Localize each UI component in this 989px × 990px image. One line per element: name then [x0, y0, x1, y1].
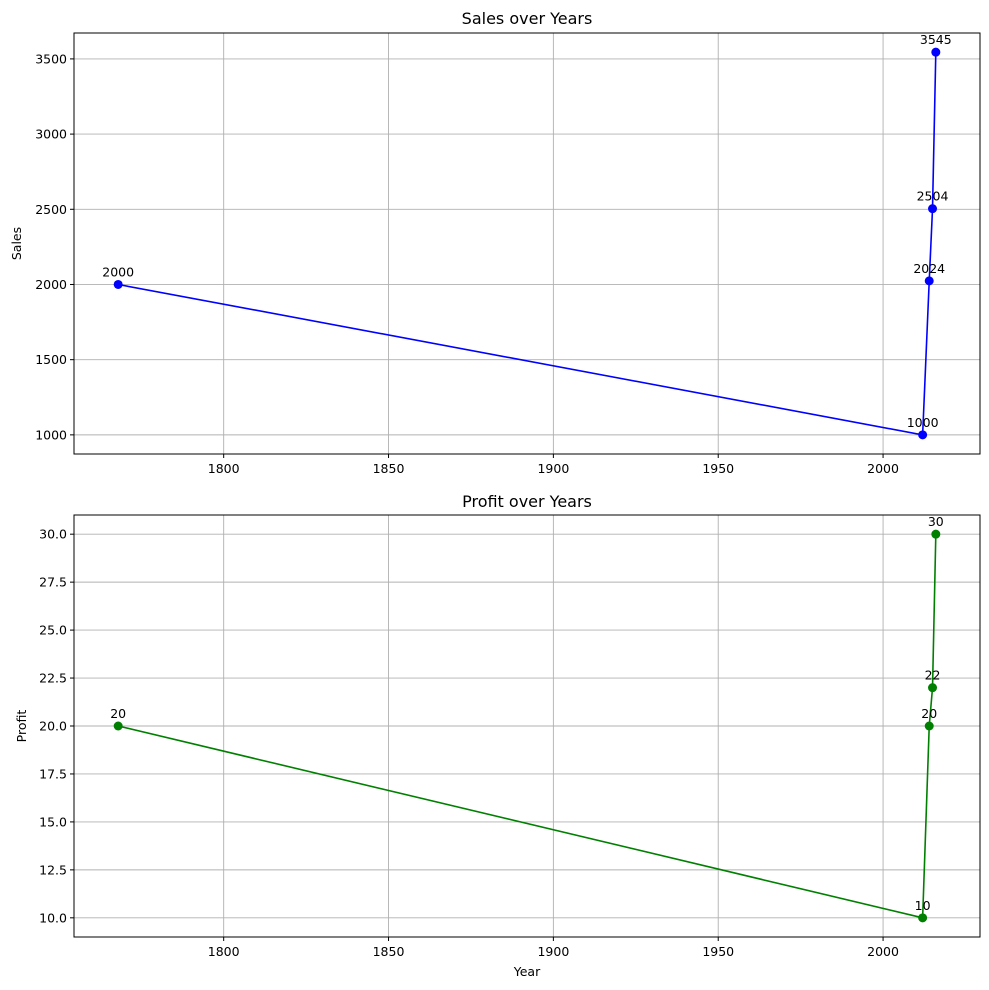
chart-1-x-tick-label: 2000: [867, 461, 899, 476]
chart-1-data-point: [931, 47, 941, 57]
chart-2-data-point: [924, 721, 934, 731]
chart-1-data-point: [918, 430, 928, 440]
chart-2-y-tick-label: 22.5: [39, 671, 67, 686]
chart-2-y-tick-label: 27.5: [39, 575, 67, 590]
chart-1-series-line: [118, 52, 937, 436]
chart-2-data-label: 20: [110, 706, 126, 721]
chart-1-title: Sales over Years: [462, 9, 593, 28]
chart-2-data-label: 10: [915, 898, 931, 913]
chart-2-data-point: [918, 913, 928, 923]
chart-1-y-tick-label: 1000: [35, 427, 67, 442]
chart-1-x-tick-label: 1900: [537, 461, 569, 476]
chart-2-y-tick-label: 25.0: [39, 623, 67, 638]
chart-1-y-axis-label: Sales: [9, 227, 24, 260]
chart-2-plot: 1800 1850 1900 1950 2000 10.0 12.5 15.0 17.5 20.0…: [14, 492, 981, 979]
chart-2-data-point: [931, 529, 941, 539]
chart-1-x-tick-label: 1850: [373, 461, 405, 476]
chart-1-x-tick-label: 1800: [208, 461, 240, 476]
chart-2-title: Profit over Years: [462, 492, 592, 511]
chart-2-x-tick-label: 1850: [373, 944, 405, 959]
chart-1-plot: 1800 1850 1900 1950 2000 1000 1500 2000 2500 3000…: [9, 9, 981, 476]
chart-1-y-tick-label: 1500: [35, 352, 67, 367]
chart-1-data-point: [113, 279, 123, 289]
chart-2-data-label: 22: [925, 668, 941, 683]
chart-2-x-tick-label: 1950: [702, 944, 734, 959]
chart-1-axes-frame: [73, 32, 981, 455]
chart-1-data-point: [928, 204, 938, 214]
chart-1-y-tick-label: 2000: [35, 277, 67, 292]
chart-1-data-label: 3545: [920, 32, 952, 47]
chart-2-y-tick-label: 12.5: [39, 862, 67, 877]
chart-2-y-tick-label: 20.0: [39, 719, 67, 734]
chart-2-y-tick-label: 15.0: [39, 814, 67, 829]
chart-2-data-label: 20: [921, 706, 937, 721]
chart-2-x-tick-label: 1800: [208, 944, 240, 959]
chart-2-data-point: [113, 721, 123, 731]
chart-2-x-tick-label: 2000: [867, 944, 899, 959]
chart-2-x-tick-label: 1900: [537, 944, 569, 959]
chart-1-y-tick-label: 3000: [35, 127, 67, 142]
chart-1-data-point: [924, 276, 934, 286]
chart-1-y-tick-label: 2500: [35, 202, 67, 217]
chart-2-y-tick-label: 30.0: [39, 527, 67, 542]
chart-1-x-tick-label: 1950: [702, 461, 734, 476]
chart-1-data-label: 1000: [907, 415, 939, 430]
chart-2-y-tick-label: 10.0: [39, 910, 67, 925]
chart-1-data-label: 2024: [913, 261, 945, 276]
chart-2-x-axis-label: Year: [513, 964, 541, 979]
chart-1-data-label: 2504: [917, 189, 949, 204]
chart-1-y-tick-label: 3500: [35, 51, 67, 66]
chart-2-data-point: [928, 683, 938, 693]
chart-2-y-tick-label: 17.5: [39, 766, 67, 781]
chart-2-data-label: 30: [928, 514, 944, 529]
chart-2-y-axis-label: Profit: [14, 710, 29, 743]
chart-1-data-label: 2000: [102, 264, 134, 279]
